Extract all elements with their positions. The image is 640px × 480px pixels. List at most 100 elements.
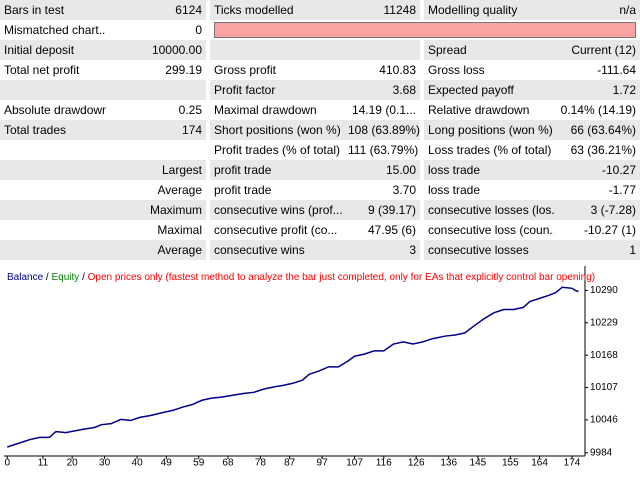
- x-tick-label: 78: [255, 458, 267, 469]
- table-cell: consecutive wins (prof...: [206, 200, 344, 220]
- table-cell: 14.19 (0.1...: [351, 103, 416, 117]
- table-cell: 3.70: [392, 183, 416, 197]
- x-tick-label: 145: [470, 458, 487, 469]
- table-row: Maximum consecutive wins (prof... 9 (39.17…: [0, 200, 640, 220]
- table-cell: -10.27: [554, 160, 640, 180]
- table-cell: -111.64: [597, 63, 636, 77]
- table-cell: Largest: [0, 160, 208, 180]
- report-table: Bars in test 6124 Ticks modelled 11248 Model…: [0, 0, 640, 260]
- table-cell: 3 (-7.28): [554, 200, 640, 220]
- table-row: Maximal consecutive profit (co... 47.95 (6…: [0, 220, 640, 240]
- table-cell: [206, 20, 640, 40]
- y-tick-label: 10168: [590, 350, 618, 361]
- table-row: Total trades 174 Short positions (won %) 10…: [0, 120, 640, 140]
- x-tick-label: 20: [67, 458, 79, 469]
- table-cell: -10.27 (1): [583, 223, 636, 237]
- table-cell: 10000.00: [106, 40, 208, 60]
- table-cell: [106, 80, 208, 100]
- y-tick-label: 10046: [590, 415, 618, 426]
- table-cell: Loss trades (% of total): [420, 140, 554, 160]
- table-cell: [344, 40, 422, 60]
- table-cell: Expected payoff: [420, 80, 554, 100]
- table-cell: profit trade: [206, 160, 344, 180]
- table-row: Profit factor 3.68 Expected payoff 1.72: [0, 80, 640, 100]
- table-cell: n/a: [554, 0, 640, 20]
- table-cell: 111 (63.79%): [348, 143, 419, 157]
- x-tick-label: 59: [193, 458, 205, 469]
- table-cell: 3: [344, 240, 422, 260]
- table-cell: 1: [554, 240, 640, 260]
- table-cell: Ticks modelled: [206, 0, 344, 20]
- table-cell: Total trades: [0, 120, 106, 140]
- table-cell: 9 (39.17): [344, 200, 422, 220]
- table-cell: Gross loss: [420, 60, 554, 80]
- table-row: Bars in test 6124 Ticks modelled 11248 Model…: [0, 0, 640, 20]
- table-cell: Spread: [420, 40, 554, 60]
- table-cell: 299.19: [165, 63, 202, 77]
- table-cell: 0: [195, 23, 202, 37]
- table-cell: Current (12): [554, 40, 640, 60]
- mismatch-bar: [214, 22, 636, 38]
- table-cell: 410.83: [379, 63, 416, 77]
- chart: 9984 10046 10107 10168 10229 10290 0 11 20 30 40 49…: [4, 266, 618, 469]
- table-cell: 15.00: [344, 160, 422, 180]
- table-cell: 6124: [106, 0, 208, 20]
- table-cell: 47.95 (6): [367, 223, 416, 237]
- x-tick-label: 107: [346, 458, 363, 469]
- report-body: Bars in test 6124 Ticks modelled 11248 Model…: [0, 0, 640, 260]
- y-tick-label: 9984: [590, 447, 613, 458]
- table-cell: Total net profit: [4, 63, 80, 77]
- table-cell: 11248: [344, 0, 422, 20]
- table-row: Absolute drawdown 0.25 Maximal drawdown 14.…: [0, 100, 640, 120]
- y-tick-label: 10107: [590, 382, 618, 393]
- x-tick-label: 126: [408, 458, 425, 469]
- x-tick-label: 155: [502, 458, 519, 469]
- legend-item: Balance: [7, 272, 46, 283]
- table-row: Average profit trade 3.70 loss trade -1.77: [0, 180, 640, 200]
- table-row: Largest profit trade 15.00 loss trade -10.27: [0, 160, 640, 180]
- table-cell: Profit trades (% of total): [206, 140, 344, 160]
- legend-item: /: [46, 272, 52, 283]
- x-tick-label: 97: [317, 458, 329, 469]
- table-cell: profit trade: [206, 180, 344, 200]
- table-row: Total net profit 299.19 Gross profit 410.83…: [0, 60, 640, 80]
- x-tick-label: 136: [440, 458, 457, 469]
- table-cell: loss trade: [420, 180, 554, 200]
- table-cell: Maximal: [157, 223, 202, 237]
- x-tick-label: 49: [161, 458, 173, 469]
- y-tick-label: 10290: [590, 285, 618, 296]
- table-cell: Average: [157, 183, 202, 197]
- table-cell: [0, 140, 106, 160]
- table-cell: consecutive losses (los...: [420, 200, 554, 220]
- table-cell: -1.77: [608, 183, 636, 197]
- legend-item: Open prices only (fastest method to anal…: [88, 272, 596, 283]
- table-cell: Relative drawdown: [420, 100, 554, 120]
- x-tick-label: 11: [38, 458, 49, 469]
- table-cell: Initial deposit: [0, 40, 106, 60]
- x-tick-label: 0: [4, 458, 10, 469]
- table-cell: Maximal drawdown: [206, 100, 344, 120]
- table-cell: Profit factor: [206, 80, 344, 100]
- table-cell: Gross profit: [206, 60, 344, 80]
- table-cell: consecutive wins: [206, 240, 344, 260]
- table-cell: 174: [106, 120, 208, 140]
- table-cell: Bars in test: [0, 0, 106, 20]
- legend-item: Equity: [51, 272, 82, 283]
- y-tick-label: 10229: [590, 317, 618, 328]
- legend-item: /: [82, 272, 88, 283]
- table-cell: [0, 80, 106, 100]
- x-tick-label: 87: [284, 458, 296, 469]
- x-tick-label: 174: [564, 458, 581, 469]
- legend: Balance / Equity / Open prices only (fas…: [7, 272, 595, 283]
- x-tick-label: 164: [531, 458, 548, 469]
- table-row: Initial deposit 10000.00 Spread Current (12…: [0, 40, 640, 60]
- table-cell: loss trade: [420, 160, 554, 180]
- table-cell: 0.25: [178, 103, 202, 117]
- table-row: Average consecutive wins 3 consecutive loss…: [0, 240, 640, 260]
- table-cell: [106, 140, 208, 160]
- table-cell: consecutive profit (co...: [206, 220, 344, 240]
- balance-line: [7, 286, 579, 448]
- table-cell: Long positions (won %): [420, 120, 554, 140]
- table-cell: 63 (36.21%): [570, 143, 636, 157]
